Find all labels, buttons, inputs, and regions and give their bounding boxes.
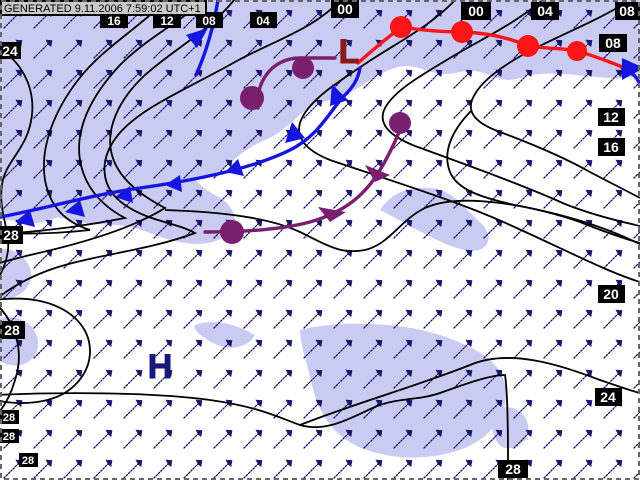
svg-text:24: 24 [600,389,616,405]
svg-text:16: 16 [603,139,619,155]
svg-text:04: 04 [256,14,270,28]
svg-text:28: 28 [505,461,521,477]
svg-text:20: 20 [603,286,619,302]
svg-text:28: 28 [3,431,15,443]
svg-text:12: 12 [603,109,619,125]
svg-text:16: 16 [107,14,121,28]
svg-text:08: 08 [619,3,635,19]
svg-text:GENERATED 9.11.2006 7:59:02 UT: GENERATED 9.11.2006 7:59:02 UTC+1 [4,3,201,15]
svg-text:12: 12 [160,14,174,28]
svg-text:28: 28 [3,412,15,424]
svg-text:28: 28 [3,227,19,243]
svg-text:28: 28 [4,322,20,338]
svg-text:04: 04 [537,3,553,19]
svg-text:00: 00 [337,1,353,17]
svg-text:L: L [339,33,360,71]
svg-text:28: 28 [22,455,34,467]
svg-text:H: H [148,348,173,386]
svg-text:08: 08 [605,35,621,51]
svg-text:24: 24 [2,43,18,59]
svg-text:08: 08 [202,14,216,28]
svg-text:00: 00 [468,3,484,19]
